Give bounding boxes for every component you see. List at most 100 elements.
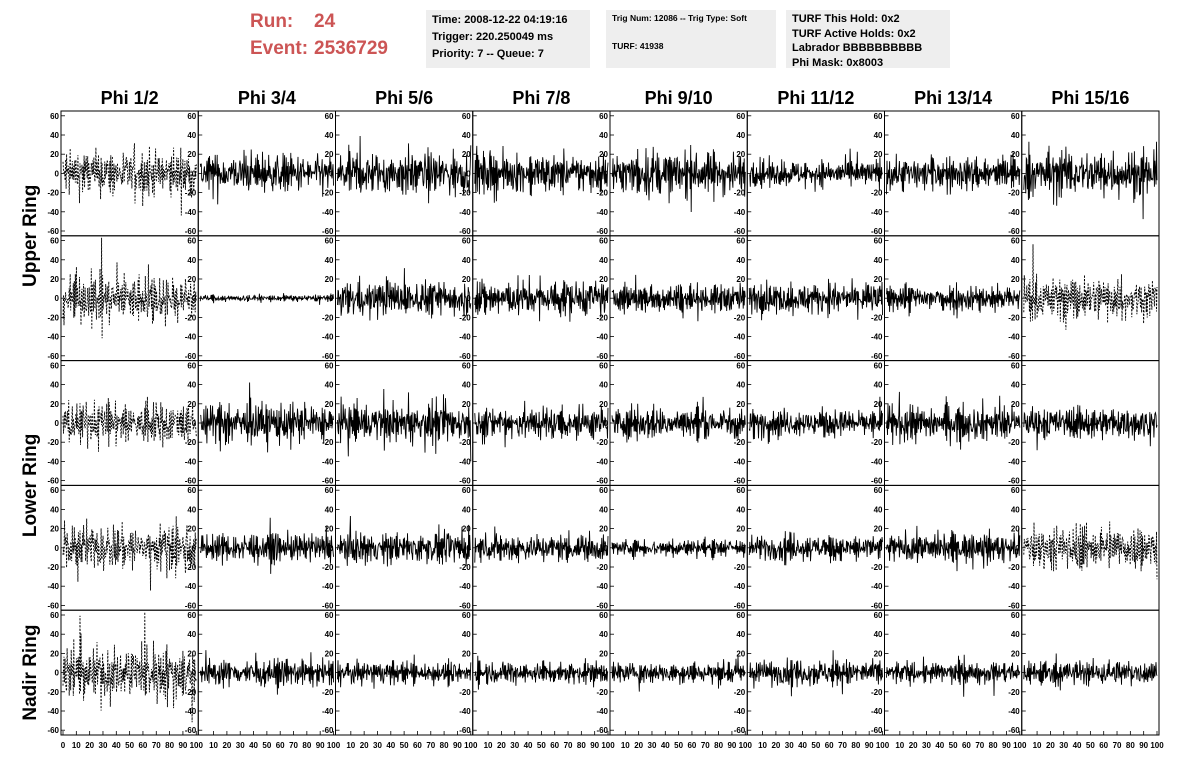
y-tick-label: 0 [1015,669,1020,678]
y-tick-label: -20 [734,563,746,572]
y-tick-label: 0 [192,169,197,178]
y-tick-label: 0 [55,294,60,303]
x-tick-label: 40 [935,741,944,750]
y-tick-label: -40 [459,457,471,466]
y-tick-label: 0 [329,169,334,178]
y-tick-label: 20 [736,525,745,534]
y-tick-label: -40 [47,457,59,466]
y-tick-label: -20 [1008,688,1020,697]
y-tick-label: 60 [325,112,334,121]
waveform-trace [748,278,883,321]
x-tick-label: 10 [758,741,767,750]
x-tick-label: 30 [510,741,519,750]
y-tick-label: 20 [874,275,883,284]
y-tick-label: 60 [325,361,334,370]
x-tick-label: 40 [112,741,121,750]
waveform-trace [337,135,472,204]
y-tick-label: 20 [325,649,334,658]
y-tick-label: -20 [322,313,334,322]
x-tick-label: 10 [72,741,81,750]
waveform-trace [611,274,746,322]
y-tick-label: 40 [462,256,471,265]
y-tick-label: 0 [604,294,609,303]
y-tick-label: 40 [736,256,745,265]
waveform-trace [611,396,746,443]
y-tick-label: -40 [871,457,883,466]
event-label: Event: [250,38,309,59]
y-tick-label: 20 [462,275,471,284]
y-tick-label: 0 [741,419,746,428]
y-tick-label: 20 [874,525,883,534]
y-tick-label: 20 [462,649,471,658]
y-tick-label: 20 [50,525,59,534]
waveform-trace [199,149,334,205]
x-tick-label: 90 [178,741,187,750]
x-tick-label: 100 [190,741,204,750]
y-tick-label: -60 [1008,726,1020,735]
y-tick-label: -60 [596,477,608,486]
x-tick-label: 80 [165,741,174,750]
y-tick-label: -20 [47,189,59,198]
y-tick-label: 0 [55,544,60,553]
x-tick-label: 50 [125,741,134,750]
y-tick-label: 40 [874,381,883,390]
waveform-trace [886,525,1021,572]
x-tick-label: 70 [838,741,847,750]
y-tick-label: 60 [187,611,196,620]
y-tick-label: 40 [462,630,471,639]
x-tick-label: 80 [440,741,449,750]
x-tick-label: 30 [99,741,108,750]
x-tick-label: 50 [262,741,271,750]
y-tick-label: -40 [459,582,471,591]
y-tick-label: 20 [187,150,196,159]
y-tick-label: 0 [329,544,334,553]
y-tick-label: -60 [47,601,59,610]
y-tick-label: 60 [1011,237,1020,246]
y-tick-label: 60 [874,611,883,620]
y-tick-label: -20 [596,688,608,697]
y-tick-label: 0 [466,544,471,553]
y-tick-label: 0 [604,169,609,178]
x-tick-label: 50 [537,741,546,750]
x-tick-label: 50 [949,741,958,750]
waveform-trace [1023,404,1158,451]
x-tick-label: 50 [400,741,409,750]
waveform-trace [200,382,334,453]
y-tick-label: 40 [187,381,196,390]
y-tick-label: -40 [185,208,197,217]
y-tick-label: 20 [325,275,334,284]
x-tick-label: 70 [564,741,573,750]
y-tick-label: 60 [187,486,196,495]
turf-info-box: TURF This Hold: 0x2 TURF Active Holds: 0… [786,10,950,69]
x-tick-label: 100 [1150,741,1164,750]
turf-active-text: TURF Active Holds: 0x2 [792,27,916,40]
x-tick-label: 20 [771,741,780,750]
x-tick-label: 90 [316,741,325,750]
y-tick-label: -40 [734,582,746,591]
y-tick-label: -60 [185,477,197,486]
y-tick-label: 60 [1011,112,1020,121]
y-tick-label: -20 [1008,438,1020,447]
x-tick-label: 30 [236,741,245,750]
y-tick-label: 40 [325,381,334,390]
y-tick-label: 0 [604,419,609,428]
x-tick-label: 90 [1139,741,1148,750]
x-tick-label: 30 [785,741,794,750]
x-tick-label: 70 [975,741,984,750]
y-tick-label: -60 [596,352,608,361]
waveform-trace [611,144,746,213]
x-tick-label: 60 [413,741,422,750]
y-tick-label: -40 [596,208,608,217]
y-tick-label: -20 [1008,313,1020,322]
y-tick-label: -20 [596,189,608,198]
labrador-text: Labrador BBBBBBBBBB [792,42,923,54]
y-tick-label: -20 [185,189,197,198]
column-header: Phi 9/10 [645,88,713,108]
y-tick-label: 20 [462,150,471,159]
y-tick-label: 60 [187,112,196,121]
y-tick-label: -40 [1008,208,1020,217]
y-tick-label: 20 [325,525,334,534]
y-tick-label: -40 [459,707,471,716]
y-tick-label: 0 [1015,169,1020,178]
